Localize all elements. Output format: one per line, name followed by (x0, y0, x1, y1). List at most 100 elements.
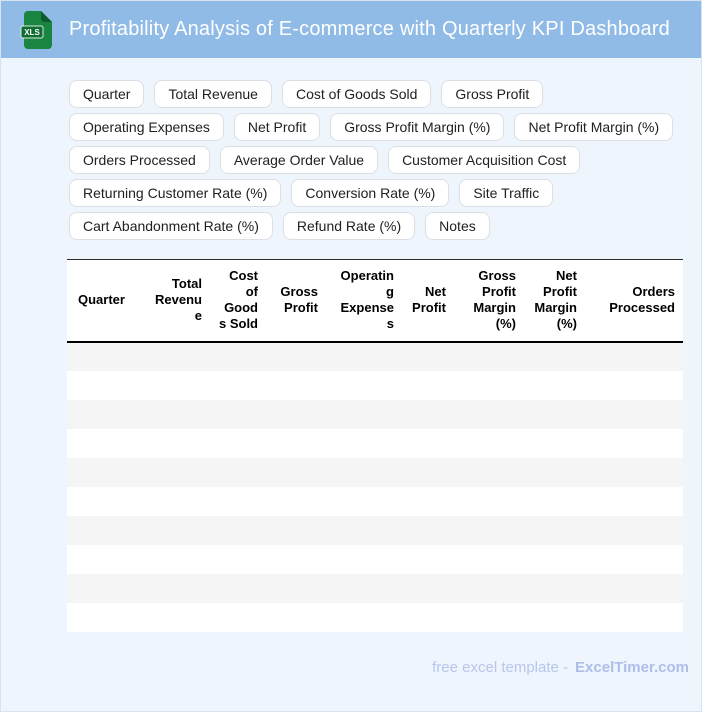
column-chip[interactable]: Total Revenue (154, 80, 272, 108)
table-cell (585, 545, 683, 574)
table-cell (266, 342, 326, 371)
column-chip[interactable]: Gross Profit (441, 80, 544, 108)
column-chip[interactable]: Conversion Rate (%) (291, 179, 450, 207)
table-cell (266, 545, 326, 574)
table-cell (524, 516, 585, 545)
table-cell (454, 400, 524, 429)
column-chip[interactable]: Orders Processed (69, 146, 210, 174)
table-cell (326, 371, 402, 400)
column-header: Gross Profit (280, 284, 318, 316)
table-cell (326, 458, 402, 487)
table-cell (210, 371, 266, 400)
table-cell (67, 574, 142, 603)
table-cell (142, 545, 210, 574)
column-header: Gross Profit Margin (%) (473, 268, 516, 332)
table-cell (585, 429, 683, 458)
table-cell (585, 603, 683, 632)
table-cell (142, 342, 210, 371)
table-row (67, 457, 683, 487)
column-header: Operating Expenses (340, 268, 394, 332)
table-cell (585, 371, 683, 400)
table-cell (326, 487, 402, 516)
table-cell (402, 487, 454, 516)
column-chip[interactable]: Operating Expenses (69, 113, 224, 141)
table-cell (266, 487, 326, 516)
table-cell (142, 487, 210, 516)
table-row (67, 573, 683, 603)
table-cell (266, 516, 326, 545)
table-cell (454, 371, 524, 400)
table-cell (142, 371, 210, 400)
table-cell (67, 371, 142, 400)
xls-file-icon: XLS (20, 10, 54, 50)
table-cell (524, 371, 585, 400)
table-cell (67, 487, 142, 516)
table-cell (210, 545, 266, 574)
column-header: Quarter (78, 292, 125, 308)
table-cell (326, 516, 402, 545)
column-chip[interactable]: Notes (425, 212, 490, 240)
column-chip[interactable]: Cost of Goods Sold (281, 80, 432, 108)
table-cell (266, 371, 326, 400)
table-cell (326, 545, 402, 574)
table-cell (402, 516, 454, 545)
table-row (67, 486, 683, 516)
table-cell (402, 429, 454, 458)
table-cell (454, 487, 524, 516)
table-cell (585, 458, 683, 487)
table-cell (142, 429, 210, 458)
table-cell (210, 429, 266, 458)
table-cell (585, 574, 683, 603)
table-cell (67, 545, 142, 574)
svg-text:XLS: XLS (24, 28, 40, 37)
column-header: Total Revenue (155, 276, 202, 324)
table-cell (524, 487, 585, 516)
table-row (67, 515, 683, 545)
table-cell (266, 400, 326, 429)
table-cell (210, 574, 266, 603)
table-cell (454, 574, 524, 603)
table-cell (326, 603, 402, 632)
table-cell (402, 342, 454, 371)
column-chips: Quarter Total Revenue Cost of Goods Sold Gr… (69, 80, 685, 240)
table-cell (67, 400, 142, 429)
table-cell (454, 603, 524, 632)
column-chip[interactable]: Cart Abandonment Rate (%) (69, 212, 273, 240)
column-chip[interactable]: Net Profit Margin (%) (514, 113, 674, 141)
table-cell (266, 603, 326, 632)
column-chip[interactable]: Site Traffic (459, 179, 554, 207)
table-cell (67, 603, 142, 632)
table-cell (524, 400, 585, 429)
table-cell (266, 574, 326, 603)
column-chip[interactable]: Quarter (69, 80, 145, 108)
table-cell (402, 545, 454, 574)
column-header: Cost of Goods Sold (218, 268, 258, 332)
column-chip[interactable]: Customer Acquisition Cost (388, 146, 581, 174)
footer-text: free excel template - (432, 658, 569, 676)
column-chip[interactable]: Average Order Value (219, 146, 379, 174)
table-cell (210, 342, 266, 371)
table-cell (142, 516, 210, 545)
table-cell (524, 342, 585, 371)
table-cell (524, 603, 585, 632)
table-cell (454, 342, 524, 371)
table-cell (402, 458, 454, 487)
title-bar: XLS Profitability Analysis of E-commerce… (1, 1, 701, 58)
table-cell (524, 545, 585, 574)
footer-brand-link[interactable]: ExcelTimer.com (575, 658, 689, 676)
table-cell (326, 342, 402, 371)
table-row (67, 399, 683, 429)
table-row (67, 602, 683, 632)
column-chip[interactable]: Net Profit (233, 113, 321, 141)
table-cell (585, 487, 683, 516)
table-cell (454, 545, 524, 574)
column-header: Net Profit (412, 284, 446, 316)
page-title: Profitability Analysis of E-commerce wit… (69, 18, 670, 40)
column-chip[interactable]: Returning Customer Rate (%) (69, 179, 282, 207)
table-cell (67, 342, 142, 371)
column-chip[interactable]: Gross Profit Margin (%) (330, 113, 505, 141)
column-chip[interactable]: Refund Rate (%) (282, 212, 416, 240)
table-cell (142, 400, 210, 429)
table-cell (326, 429, 402, 458)
